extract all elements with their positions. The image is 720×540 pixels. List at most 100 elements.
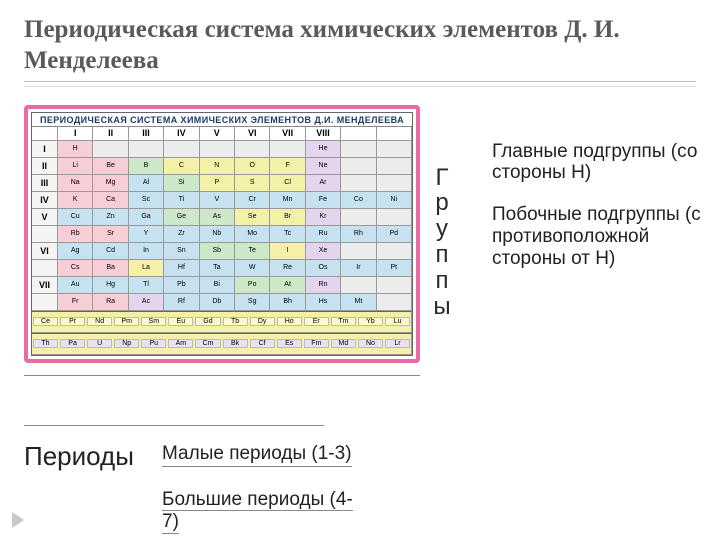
ptable-cell: III — [32, 175, 58, 192]
ptable-cell — [377, 158, 412, 175]
ptable-cell: C — [164, 158, 199, 175]
right-labels: Главные подгруппы (со стороны Н) Побочны… — [492, 141, 720, 290]
ptable-cell: Ta — [200, 260, 235, 277]
ptable-cell: N — [200, 158, 235, 175]
actinides-row: ThPaUNpPuAmCmBkCfEsFmMdNoLr — [32, 333, 412, 355]
ptable-cell — [235, 141, 270, 158]
ptable-cell: Sg — [235, 294, 270, 311]
ptable-cell: V — [200, 192, 235, 209]
ptable-cell: Ne — [306, 158, 341, 175]
ptable-cell — [341, 158, 376, 175]
ptable-cell — [377, 277, 412, 294]
ptable-cell: Cs — [58, 260, 93, 277]
ptable-cell: Ar — [306, 175, 341, 192]
ptable-cell — [377, 175, 412, 192]
ptable-cell: Se — [235, 209, 270, 226]
text: Большие периоды (4- — [162, 489, 353, 512]
ptable-cell: K — [58, 192, 93, 209]
ptable-cell: VI — [235, 127, 270, 141]
ptable-cell: Cd — [93, 243, 128, 260]
ptable-cell: Ba — [93, 260, 128, 277]
ptable-cell: IV — [164, 127, 199, 141]
text: Главные подгруппы (со стороны Н) — [492, 141, 697, 184]
ptable-cell: I — [270, 243, 305, 260]
ptable-cell: Al — [129, 175, 164, 192]
ptable-cell: Ir — [341, 260, 376, 277]
ptable-cell: Po — [235, 277, 270, 294]
ptable-cell: Re — [270, 260, 305, 277]
ptable-cell: Pt — [377, 260, 412, 277]
ptable-grid: IIIIIIIVVVIVIIVIIIIHHeIILiBeBCNOFNeIIINa… — [32, 127, 412, 355]
ptable-cell — [32, 226, 58, 243]
ptable-cell: Cl — [270, 175, 305, 192]
ptable-cell: II — [32, 158, 58, 175]
ptable-cell: Au — [58, 277, 93, 294]
big-periods-label: Большие периоды (4- 7) — [162, 489, 353, 535]
ptable-cell: Tl — [129, 277, 164, 294]
main-subgroups-label: Главные подгруппы (со стороны Н) — [492, 141, 720, 185]
ptable-cell: B — [129, 158, 164, 175]
ptable-cell — [341, 243, 376, 260]
ptable-cell — [93, 141, 128, 158]
ptable-cell: W — [235, 260, 270, 277]
ptable-cell: V — [200, 127, 235, 141]
ptable-cell: Tc — [270, 226, 305, 243]
ptable-cell — [164, 141, 199, 158]
slide-marker-icon — [12, 512, 24, 528]
ptable-cell: Sc — [129, 192, 164, 209]
ptable-cell: Hf — [164, 260, 199, 277]
ptable-cell — [270, 141, 305, 158]
ptable-cell: Si — [164, 175, 199, 192]
ptable-cell — [377, 294, 412, 311]
ptable-cell: Mo — [235, 226, 270, 243]
ptable-cell: Ni — [377, 192, 412, 209]
ptable-cell — [200, 141, 235, 158]
ptable-cell: Sn — [164, 243, 199, 260]
ptable-cell: Bi — [200, 277, 235, 294]
ptable-cell: Pd — [377, 226, 412, 243]
ptable-cell — [377, 127, 412, 141]
ptable-cell: Zn — [93, 209, 128, 226]
ptable-cell: VII — [270, 127, 305, 141]
ptable-cell: Ti — [164, 192, 199, 209]
ptable-cell: VI — [32, 243, 58, 260]
ptable-cell: IV — [32, 192, 58, 209]
ptable-cell: Xe — [306, 243, 341, 260]
ptable-cell: Bh — [270, 294, 305, 311]
ptable-cell — [377, 141, 412, 158]
text: 7) — [162, 511, 179, 534]
char: п — [427, 268, 457, 294]
ptable-cell: P — [200, 175, 235, 192]
ptable-cell: I — [32, 141, 58, 158]
ptable-cell: F — [270, 158, 305, 175]
ptable-cell: O — [235, 158, 270, 175]
ptable-cell — [341, 127, 376, 141]
periods-label: Периоды — [24, 441, 134, 472]
ptable-cell: Rb — [58, 226, 93, 243]
ptable-cell: As — [200, 209, 235, 226]
periodic-table-frame: ПЕРИОДИЧЕСКАЯ СИСТЕМА ХИМИЧЕСКИХ ЭЛЕМЕНТ… — [24, 105, 420, 363]
ptable-cell: Ac — [129, 294, 164, 311]
ptable-cell: Ru — [306, 226, 341, 243]
ptable-cell: Ca — [93, 192, 128, 209]
ptable-cell: Hg — [93, 277, 128, 294]
ptable-cell — [377, 209, 412, 226]
char: Г — [427, 165, 457, 191]
ptable-cell: Cr — [235, 192, 270, 209]
ptable-cell — [341, 175, 376, 192]
ptable-cell: I — [58, 127, 93, 141]
ptable-cell: Ga — [129, 209, 164, 226]
ptable-cell: Cu — [58, 209, 93, 226]
char: ы — [427, 294, 457, 320]
char: у — [427, 216, 457, 242]
ptable-cell: Te — [235, 243, 270, 260]
guide-line — [24, 425, 324, 426]
groups-vertical-label: Группы — [427, 165, 457, 320]
page-title: Периодическая система химических элемент… — [24, 14, 696, 82]
ptable-cell: Pb — [164, 277, 199, 294]
ptable-cell: Nb — [200, 226, 235, 243]
ptable-cell: VIII — [306, 127, 341, 141]
periodic-table: ПЕРИОДИЧЕСКАЯ СИСТЕМА ХИМИЧЕСКИХ ЭЛЕМЕНТ… — [31, 112, 413, 356]
ptable-cell: Br — [270, 209, 305, 226]
ptable-cell: Rn — [306, 277, 341, 294]
